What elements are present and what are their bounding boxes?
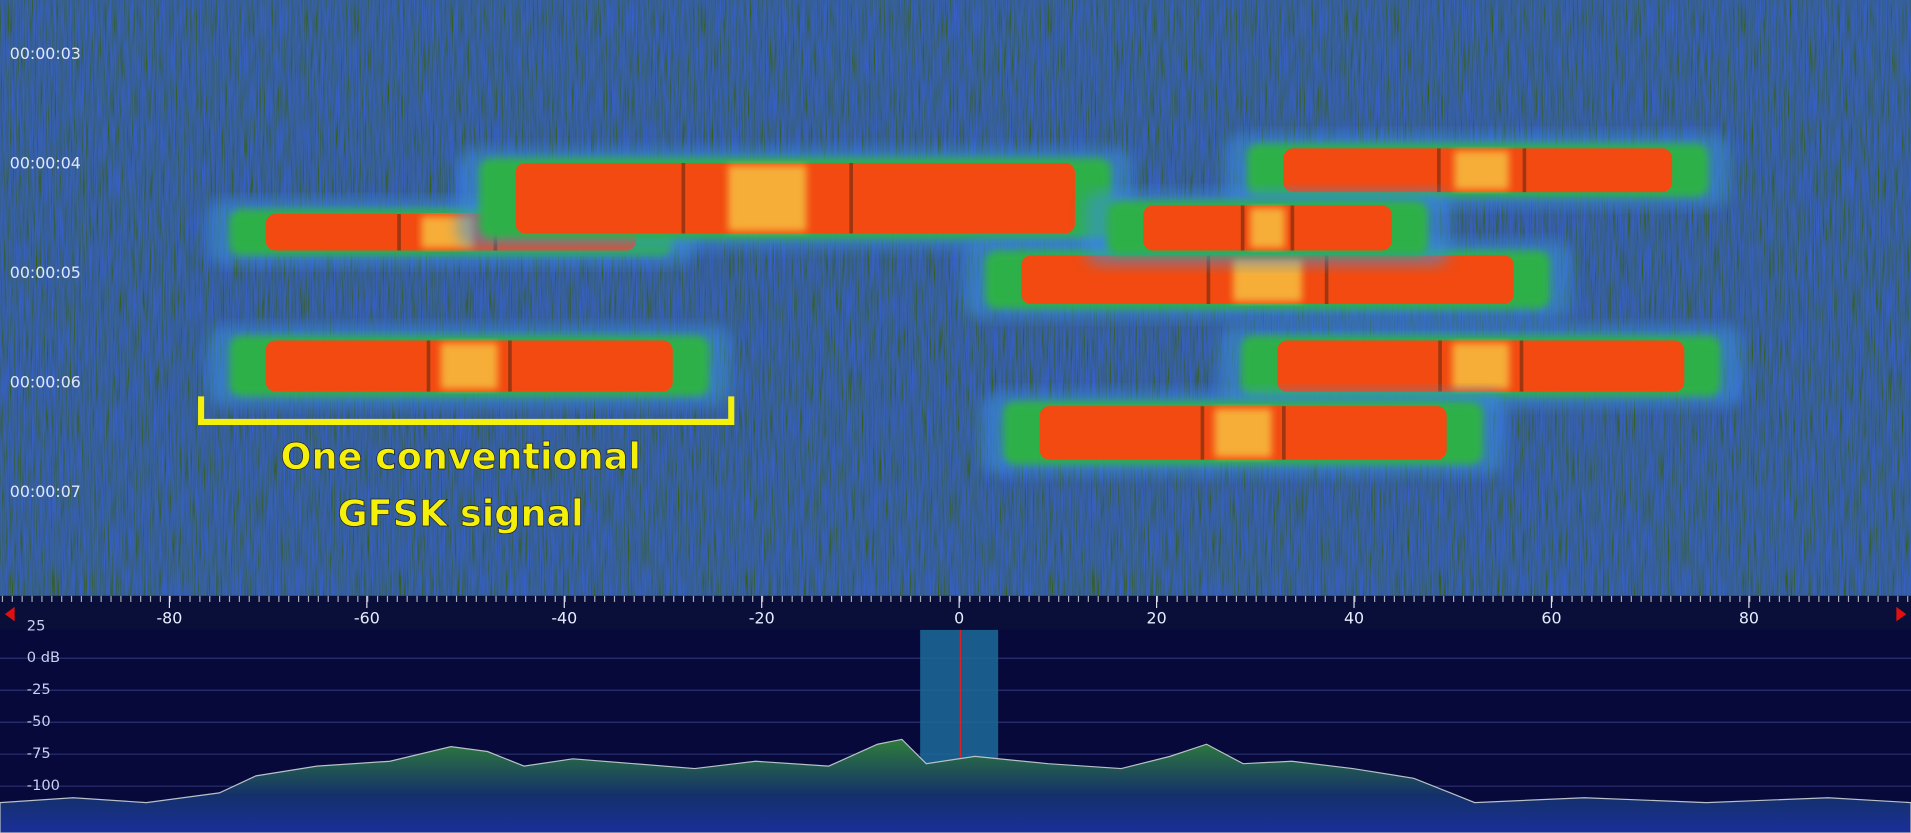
burst-peak: [1452, 343, 1509, 389]
frequency-label: 0: [954, 608, 964, 627]
waterfall-noise: [0, 0, 1911, 596]
level-label: -25: [27, 681, 51, 698]
time-label: 00:00:05: [10, 263, 81, 282]
burst-peak: [1250, 208, 1285, 248]
burst-peak: [441, 343, 498, 389]
sdr-screen: 00:00:03 00:00:04 00:00:05 00:00:06 00:00:07…: [0, 0, 1911, 833]
level-label: -100: [27, 777, 60, 794]
tuning-window[interactable]: [920, 630, 998, 771]
burst-peak: [1454, 151, 1508, 190]
frequency-label: 60: [1541, 608, 1561, 627]
burst-peak: [1215, 409, 1272, 458]
time-label: 00:00:03: [10, 44, 81, 63]
level-label: 0 dB: [27, 649, 60, 666]
annotation-line: GFSK signal: [338, 492, 584, 535]
frequency-label: -20: [749, 608, 775, 627]
frequency-label: 40: [1344, 608, 1364, 627]
annotation-line: One conventional: [280, 435, 640, 478]
burst-peak: [728, 165, 806, 231]
level-label: 25: [27, 617, 46, 634]
frequency-label: 80: [1739, 608, 1759, 627]
frequency-label: -60: [354, 608, 380, 627]
page: 00:00:03 00:00:04 00:00:05 00:00:06 00:00:07…: [0, 0, 1911, 833]
frequency-label: 20: [1147, 608, 1167, 627]
frequency-label: -40: [551, 608, 577, 627]
time-label: 00:00:07: [10, 482, 81, 501]
frequency-label: -80: [156, 608, 182, 627]
level-label: -75: [27, 745, 51, 762]
time-label: 00:00:04: [10, 154, 81, 173]
level-label: -50: [27, 713, 51, 730]
time-label: 00:00:06: [10, 373, 81, 392]
